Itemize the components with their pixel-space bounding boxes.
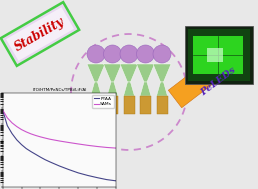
Polygon shape [140,82,151,96]
SAMs [34,134,37,137]
Bar [140,96,151,114]
Polygon shape [153,64,171,82]
SAMs [77,143,80,145]
PTAA [44,159,47,161]
Bar [188,29,250,81]
PTAA [6,125,9,127]
Bar [91,96,101,114]
Circle shape [136,45,155,63]
Polygon shape [157,82,167,96]
Bar [185,26,253,84]
PTAA [29,150,33,153]
SAMs [6,117,9,119]
Circle shape [153,45,171,63]
Bar [207,48,223,62]
SAMs [29,133,33,135]
PTAA [96,177,99,179]
PTAA [67,168,70,171]
SAMs [15,125,18,128]
Polygon shape [136,64,155,82]
Polygon shape [6,7,74,61]
SAMs [20,129,23,131]
Bar [193,36,243,74]
PTAA [115,180,118,182]
Title: ITO/HTM/PeNCs/TPBi/LiF/Al: ITO/HTM/PeNCs/TPBi/LiF/Al [32,88,86,91]
SAMs [1,109,4,111]
Text: Stability: Stability [13,15,67,53]
SAMs [115,147,118,149]
PTAA [1,109,4,111]
Line: SAMs: SAMs [3,110,116,148]
PTAA [48,161,51,163]
SAMs [105,146,108,149]
PTAA [15,139,18,141]
Polygon shape [124,82,134,96]
PTAA [39,156,42,158]
PTAA [86,174,89,177]
Polygon shape [87,64,105,82]
Legend: PTAA, SAMs: PTAA, SAMs [92,95,114,108]
Circle shape [103,45,122,63]
Polygon shape [103,64,122,82]
Bar [157,96,167,114]
SAMs [25,131,28,133]
SAMs [58,140,61,142]
PTAA [58,165,61,167]
SAMs [96,145,99,148]
PTAA [11,132,14,135]
SAMs [67,141,70,144]
SAMs [44,137,47,139]
Circle shape [120,45,138,63]
Polygon shape [107,82,118,96]
Polygon shape [1,2,79,66]
Bar [107,96,118,114]
Circle shape [87,45,105,63]
SAMs [48,138,51,140]
SAMs [86,144,89,146]
SAMs [11,122,14,124]
Line: PTAA: PTAA [3,110,116,181]
Bar [124,96,134,114]
Polygon shape [91,82,101,96]
FancyArrow shape [168,46,243,108]
PTAA [77,172,80,174]
Text: PeLEDs: PeLEDs [199,65,237,97]
PTAA [34,153,37,156]
PTAA [25,147,28,150]
SAMs [39,136,42,138]
PTAA [105,178,108,181]
Polygon shape [120,64,138,82]
PTAA [20,143,23,146]
